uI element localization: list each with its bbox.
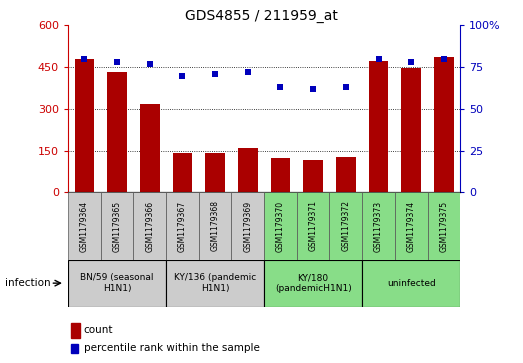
Text: GSM1179374: GSM1179374 <box>407 200 416 252</box>
Bar <box>100 192 133 260</box>
Text: GSM1179365: GSM1179365 <box>112 200 121 252</box>
Bar <box>238 148 257 192</box>
Text: GSM1179371: GSM1179371 <box>309 200 317 252</box>
Bar <box>68 260 166 307</box>
Bar <box>428 192 460 260</box>
Text: GSM1179372: GSM1179372 <box>342 200 350 252</box>
Bar <box>68 192 100 260</box>
Text: uninfected: uninfected <box>387 279 436 287</box>
Bar <box>395 192 428 260</box>
Text: GSM1179375: GSM1179375 <box>439 200 448 252</box>
Text: BN/59 (seasonal
H1N1): BN/59 (seasonal H1N1) <box>80 273 154 293</box>
Point <box>211 71 219 77</box>
Point <box>440 56 448 62</box>
Bar <box>362 192 395 260</box>
Text: percentile rank within the sample: percentile rank within the sample <box>84 343 259 354</box>
Text: GSM1179370: GSM1179370 <box>276 200 285 252</box>
Bar <box>231 192 264 260</box>
Bar <box>133 192 166 260</box>
Text: KY/180
(pandemicH1N1): KY/180 (pandemicH1N1) <box>275 273 351 293</box>
Bar <box>369 61 388 192</box>
Bar <box>173 152 192 192</box>
Bar <box>140 104 160 192</box>
Bar <box>362 260 460 307</box>
Point <box>145 61 154 67</box>
Bar <box>264 260 362 307</box>
Bar <box>303 160 323 192</box>
Bar <box>434 57 453 192</box>
Bar <box>329 192 362 260</box>
Point <box>80 56 88 62</box>
Point <box>178 73 187 78</box>
Text: GSM1179367: GSM1179367 <box>178 200 187 252</box>
Bar <box>166 192 199 260</box>
Bar <box>271 158 290 192</box>
Text: KY/136 (pandemic
H1N1): KY/136 (pandemic H1N1) <box>174 273 256 293</box>
Bar <box>336 157 356 192</box>
Point <box>309 86 317 92</box>
Text: GSM1179368: GSM1179368 <box>211 200 220 252</box>
Text: GSM1179373: GSM1179373 <box>374 200 383 252</box>
Bar <box>74 60 94 192</box>
Point <box>244 69 252 75</box>
Point <box>407 59 415 65</box>
Text: GDS4855 / 211959_at: GDS4855 / 211959_at <box>185 9 338 23</box>
Bar <box>206 152 225 192</box>
Point <box>374 56 383 62</box>
Bar <box>264 192 297 260</box>
Point <box>113 59 121 65</box>
Bar <box>199 192 231 260</box>
Bar <box>166 260 264 307</box>
Point <box>276 84 285 90</box>
Bar <box>107 72 127 192</box>
Text: infection: infection <box>5 278 51 288</box>
Bar <box>297 192 329 260</box>
Text: GSM1179366: GSM1179366 <box>145 200 154 252</box>
Bar <box>402 68 421 192</box>
Point <box>342 84 350 90</box>
Text: GSM1179369: GSM1179369 <box>243 200 252 252</box>
Text: GSM1179364: GSM1179364 <box>80 200 89 252</box>
Text: count: count <box>84 325 113 335</box>
